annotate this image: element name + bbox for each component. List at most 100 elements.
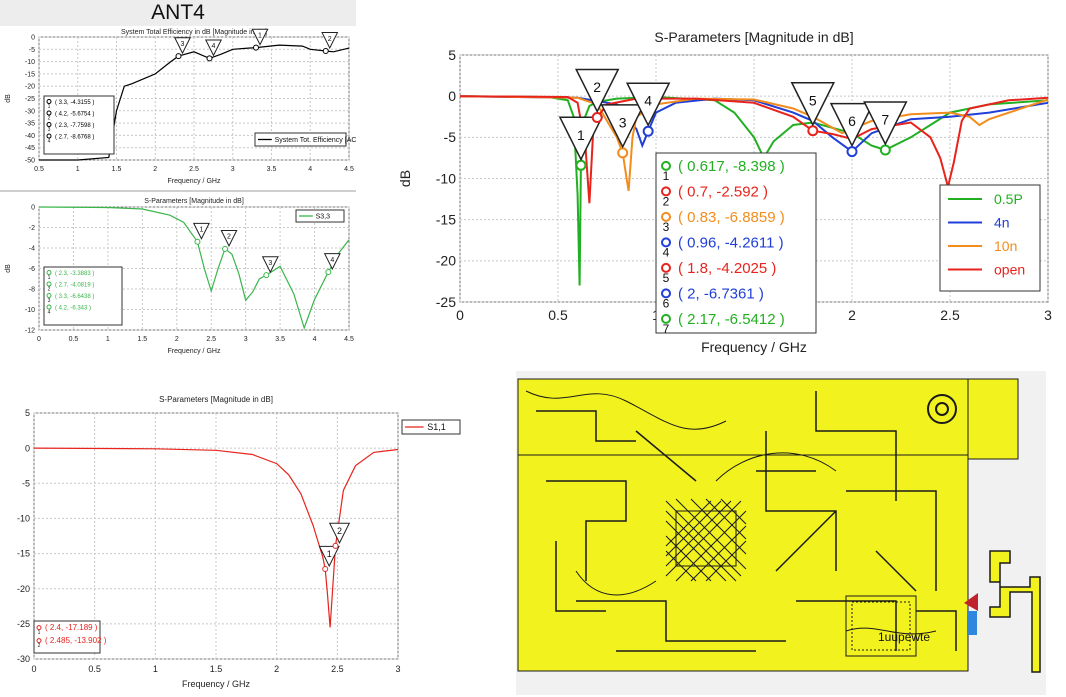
marker-point-3 <box>263 272 270 279</box>
marker-point-2 <box>591 112 603 124</box>
readout-marker-id: 3 <box>48 127 51 133</box>
s11-chart: 0 0.5 1 1.5 2 2.5 3 5 0 -5 -10 -15 -20 -25 -30 S-Parame… <box>17 395 461 689</box>
y-tick-label: -10 <box>17 514 30 524</box>
readout-marker-icon <box>661 211 671 222</box>
marker-point-1 <box>253 44 259 51</box>
readout-marker-icon <box>661 313 671 324</box>
chart-title: System Total Efficiency in dB [Magnitude… <box>121 29 267 36</box>
marker-point-4 <box>642 125 654 137</box>
y-tick-label: -25 <box>17 619 30 629</box>
readout-value: ( 0.83, -6.8859 ) <box>678 209 785 226</box>
marker-point-1 <box>322 565 329 572</box>
sparam-multi-chart: 00.511.522.5350-5-10-15-20-25S-Parameter… <box>397 29 1052 355</box>
x-tick-label: 3 <box>1044 307 1052 323</box>
readout-marker-icon <box>46 110 52 116</box>
marker-flag-label: 3 <box>268 260 272 267</box>
readout-marker-icon <box>46 304 52 310</box>
readout-marker-id: 1 <box>48 104 51 110</box>
x-axis-label: Frequency / GHz <box>168 178 221 185</box>
marker-point-2 <box>332 542 339 549</box>
x-tick-label: 2.5 <box>189 166 199 173</box>
y-tick-label: -20 <box>17 584 30 594</box>
header-banner: ANT4 <box>0 0 356 26</box>
marker-point-7 <box>879 144 891 156</box>
y-tick-label: -4 <box>29 245 35 252</box>
marker-point-5 <box>807 125 819 137</box>
s33-chart-panel: 0 0.5 1 1.5 2 2.5 3 3.5 4 4.5 0 -2 -4 -6 -8 -10 -12 S-Par… <box>0 190 356 359</box>
marker-flag-label: 5 <box>809 92 817 108</box>
readout-marker-id: 1 <box>38 630 41 636</box>
y-axis-label: dB <box>5 264 12 273</box>
chart-title: S-Parameters [Magnitude in dB] <box>654 29 853 45</box>
legend-label: 0.5P <box>994 191 1023 207</box>
x-tick-label: 2.5 <box>940 307 960 323</box>
readout-marker-id: 4 <box>48 139 51 145</box>
x-tick-label: 3 <box>244 336 248 343</box>
readout-marker-id: 2 <box>48 287 51 293</box>
marker-flag-label: 3 <box>181 41 185 48</box>
marker-flag-2 <box>328 522 351 544</box>
series-line-s11 <box>33 447 399 628</box>
legend-box <box>295 209 345 223</box>
readout-value: ( 2.485, -13.902 ) <box>45 636 107 645</box>
marker-flag-1 <box>318 545 340 568</box>
y-tick-label: -20 <box>25 84 35 91</box>
marker-readout-box <box>43 95 115 155</box>
y-tick-label: -30 <box>25 108 35 115</box>
readout-value: ( 2.3, -7.7598 ) <box>55 123 94 129</box>
readout-marker-icon <box>46 293 52 299</box>
marker-flag-label: 4 <box>212 43 216 50</box>
readout-value: ( 4.2, -5.6754 ) <box>55 112 94 118</box>
s11-chart-panel: 0 0.5 1 1.5 2 2.5 3 5 0 -5 -10 -15 -20 -25 -30 S-Parame… <box>0 386 470 694</box>
readout-marker-id: 4 <box>48 310 51 316</box>
marker-flag-6 <box>829 102 875 148</box>
readout-marker-id: 6 <box>663 296 670 310</box>
legend-label: 4n <box>994 215 1010 231</box>
chart-title: S-Parameters [Magnitude in dB] <box>159 395 273 404</box>
readout-marker-id: 2 <box>38 643 41 649</box>
y-tick-label: 0 <box>25 443 30 453</box>
readout-value: ( 2.3, -3.3883 ) <box>55 271 94 277</box>
x-tick-label: 1.5 <box>210 664 223 674</box>
x-tick-label: 0 <box>31 664 36 674</box>
marker-point-2 <box>322 47 329 54</box>
readout-value: ( 3.3, -6.6438 ) <box>55 294 94 300</box>
y-tick-label: -25 <box>436 294 456 310</box>
x-tick-label: 0.5 <box>69 336 79 343</box>
s33-chart: 0 0.5 1 1.5 2 2.5 3 3.5 4 4.5 0 -2 -4 -6 -8 -10 -12 S-Par… <box>5 198 354 355</box>
y-axis-label: dB <box>5 94 12 103</box>
marker-flag-1 <box>192 222 210 240</box>
marker-flag-3 <box>173 37 192 55</box>
readout-marker-icon <box>661 288 671 299</box>
marker-flag-2 <box>321 32 339 50</box>
legend-label: System Tot. Efficiency [AC3] <box>275 137 356 144</box>
pcb-layout-image: 1uupewte <box>516 371 1046 695</box>
legend-box <box>939 184 1041 292</box>
readout-marker-icon <box>36 625 42 631</box>
x-tick-label: 4 <box>313 336 317 343</box>
marker-point-3 <box>175 53 182 60</box>
y-tick-label: -5 <box>444 129 457 145</box>
readout-value: ( 0.617, -8.398 ) <box>678 158 785 175</box>
y-axis-label: dB <box>397 170 413 187</box>
marker-flag-label: 1 <box>327 549 332 559</box>
legend-box <box>401 419 461 435</box>
series-line-s33 <box>38 206 350 330</box>
sparam-multi-chart-panel: 00.511.522.5350-5-10-15-20-25S-Parameter… <box>392 20 1064 358</box>
legend-label: 10n <box>994 238 1017 254</box>
y-tick-label: -10 <box>436 170 456 186</box>
marker-flag-4 <box>204 39 223 57</box>
y-tick-label: -35 <box>25 121 35 128</box>
readout-marker-icon <box>46 99 52 105</box>
y-tick-label: 5 <box>25 408 30 418</box>
readout-value: ( 3.3, -4.3155 ) <box>55 100 94 106</box>
marker-flag-1 <box>251 28 269 46</box>
x-tick-label: 2 <box>274 664 279 674</box>
readout-value: ( 1.8, -4.2025 ) <box>678 260 776 277</box>
readout-marker-id: 3 <box>663 220 670 234</box>
x-tick-label: 2 <box>848 307 856 323</box>
y-tick-label: -40 <box>25 133 35 140</box>
x-tick-label: 2.5 <box>331 664 344 674</box>
x-tick-label: 4 <box>308 166 312 173</box>
y-tick-label: -5 <box>22 478 30 488</box>
